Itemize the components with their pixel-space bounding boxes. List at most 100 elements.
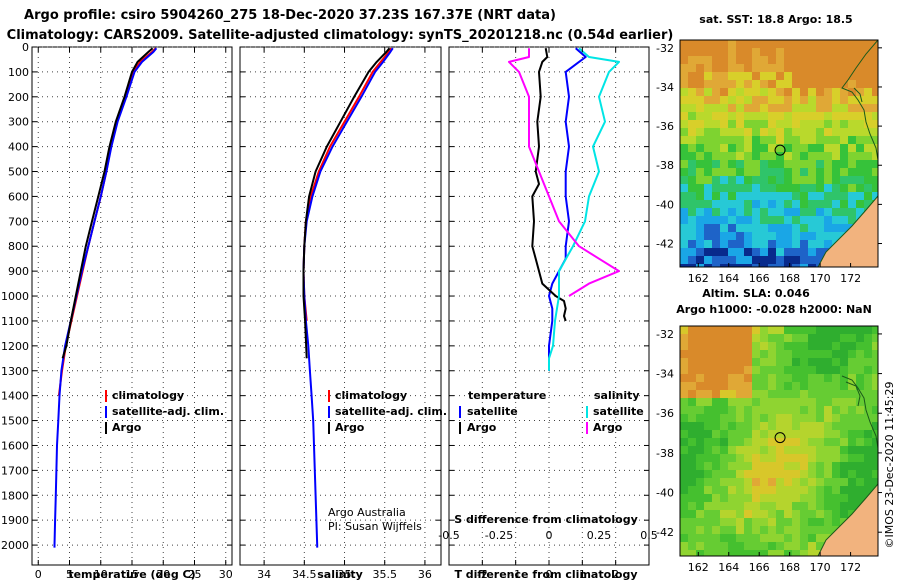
heatmap-cell [736, 350, 745, 359]
heatmap-cell [688, 358, 697, 367]
heatmap-cell [736, 184, 745, 193]
heatmap-cell [856, 128, 865, 137]
heatmap-cell [856, 414, 865, 423]
heatmap-cell [832, 200, 841, 209]
heatmap-cell [744, 334, 753, 343]
heatmap-cell [712, 104, 721, 113]
heatmap-cell [808, 184, 817, 193]
heatmap-cell [744, 462, 753, 471]
heatmap-cell [688, 88, 697, 97]
heatmap-cell [768, 248, 777, 257]
sst-land-new-zealand [817, 195, 878, 267]
heatmap-cell [824, 358, 833, 367]
xtick-label: 20 [156, 568, 170, 580]
heatmap-cell [848, 342, 857, 351]
heatmap-cell [840, 96, 849, 105]
heatmap-cell [752, 326, 761, 335]
heatmap-cell [800, 462, 809, 471]
heatmap-cell [752, 248, 761, 257]
temperature-ticks: 0100200300400500600700800900100011001200… [1, 41, 233, 580]
heatmap-cell [768, 144, 777, 153]
heatmap-cell [744, 342, 753, 351]
heatmap-cell [704, 120, 713, 129]
heatmap-cell [848, 478, 857, 487]
heatmap-cell [680, 168, 689, 177]
heatmap-cell [832, 72, 841, 81]
heatmap-cell [744, 534, 753, 543]
heatmap-cell [688, 374, 697, 383]
heatmap-cell [816, 430, 825, 439]
heatmap-cell [848, 390, 857, 399]
map-ytick-label: -38 [656, 159, 674, 172]
top-xtick-label: -0.5 [438, 529, 459, 542]
heatmap-cell [768, 470, 777, 479]
heatmap-cell [704, 462, 713, 471]
heatmap-cell [680, 264, 689, 267]
heatmap-cell [744, 56, 753, 65]
heatmap-cell [704, 502, 713, 511]
heatmap-cell [864, 112, 873, 121]
heatmap-cell [696, 462, 705, 471]
heatmap-cell [736, 486, 745, 495]
heatmap-cell [832, 216, 841, 225]
heatmap-cell [816, 390, 825, 399]
heatmap-cell [680, 390, 689, 399]
heatmap-cell [688, 104, 697, 113]
heatmap-cell [768, 366, 777, 375]
heatmap-cell [872, 326, 878, 335]
heatmap-cell [872, 350, 878, 359]
heatmap-cell [752, 446, 761, 455]
heatmap-cell [696, 96, 705, 105]
heatmap-cell [704, 208, 713, 217]
heatmap-cell [744, 88, 753, 97]
heatmap-cell [768, 358, 777, 367]
heatmap-cell [808, 192, 817, 201]
heatmap-cell [832, 152, 841, 161]
heatmap-cell [792, 48, 801, 57]
heatmap-cell [808, 72, 817, 81]
heatmap-cell [728, 446, 737, 455]
heatmap-cell [840, 200, 849, 209]
heatmap-cell [688, 184, 697, 193]
heatmap-cell [816, 176, 825, 185]
heatmap-cell [784, 462, 793, 471]
heatmap-cell [728, 430, 737, 439]
heatmap-cell [752, 64, 761, 73]
heatmap-cell [824, 176, 833, 185]
heatmap-cell [832, 438, 841, 447]
heatmap-cell [752, 48, 761, 57]
heatmap-cell [800, 112, 809, 121]
heatmap-cell [784, 422, 793, 431]
heatmap-cell [744, 526, 753, 535]
heatmap-cell [792, 176, 801, 185]
heatmap-cell [712, 200, 721, 209]
heatmap-cell [760, 470, 769, 479]
heatmap-cell [824, 486, 833, 495]
heatmap-cell [800, 56, 809, 65]
heatmap-cell [824, 494, 833, 503]
heatmap-cell [840, 494, 849, 503]
heatmap-cell [768, 96, 777, 105]
heatmap-cell [840, 334, 849, 343]
heatmap-cell [840, 152, 849, 161]
heatmap-cell [776, 232, 785, 241]
heatmap-cell [680, 430, 689, 439]
heatmap-cell [872, 88, 878, 97]
difference-ticks: -2 -1 0 1 2 [449, 46, 649, 580]
heatmap-cell [768, 526, 777, 535]
heatmap-cell [760, 334, 769, 343]
heatmap-cell [824, 334, 833, 343]
heatmap-cell [760, 40, 769, 49]
heatmap-cell [720, 168, 729, 177]
heatmap-cell [752, 486, 761, 495]
figure-title-line-1: Argo profile: csiro 5904260_275 18-Dec-2… [24, 8, 556, 23]
heatmap-cell [720, 200, 729, 209]
heatmap-cell [824, 478, 833, 487]
heatmap-cell [784, 104, 793, 113]
heatmap-cell [696, 120, 705, 129]
heatmap-cell [768, 398, 777, 407]
heatmap-cell [704, 526, 713, 535]
heatmap-cell [776, 326, 785, 335]
xtick-label: 0 [35, 568, 42, 580]
heatmap-cell [800, 414, 809, 423]
